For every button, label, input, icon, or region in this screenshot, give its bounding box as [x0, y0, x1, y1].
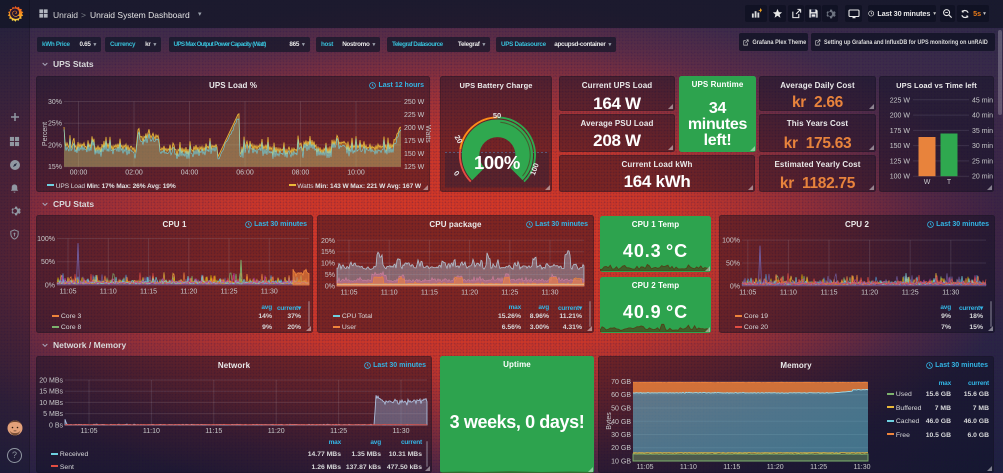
- svg-text:11:10: 11:10: [100, 289, 117, 296]
- svg-text:5 MBs: 5 MBs: [43, 411, 63, 418]
- svg-text:11:15: 11:15: [205, 428, 222, 435]
- svg-text:5%: 5%: [325, 272, 335, 279]
- svg-text:0%: 0%: [325, 283, 335, 290]
- svg-text:11:20: 11:20: [461, 290, 478, 297]
- svg-text:W: W: [924, 179, 931, 186]
- svg-text:200 W: 200 W: [404, 125, 425, 132]
- svg-text:00:00: 00:00: [70, 170, 88, 177]
- svg-text:11:15: 11:15: [140, 289, 157, 296]
- svg-text:11:05: 11:05: [81, 428, 98, 435]
- svg-text:11:30: 11:30: [261, 289, 278, 296]
- svg-text:11:15: 11:15: [723, 464, 740, 471]
- svg-text:11:15: 11:15: [421, 290, 438, 297]
- svg-text:11:30: 11:30: [942, 290, 959, 297]
- svg-text:125 W: 125 W: [404, 164, 425, 171]
- svg-text:20 GB: 20 GB: [611, 445, 631, 452]
- svg-text:50%: 50%: [726, 261, 740, 268]
- svg-text:02:00: 02:00: [125, 170, 143, 177]
- svg-text:11:20: 11:20: [861, 290, 878, 297]
- svg-text:175 W: 175 W: [404, 138, 425, 145]
- svg-text:11:20: 11:20: [180, 289, 197, 296]
- svg-text:10:00: 10:00: [347, 170, 365, 177]
- svg-text:25%: 25%: [48, 121, 62, 128]
- svg-text:11:05: 11:05: [60, 289, 77, 296]
- svg-text:Percent: Percent: [42, 122, 49, 146]
- svg-text:11:30: 11:30: [393, 428, 410, 435]
- svg-text:50: 50: [493, 111, 501, 120]
- svg-text:06:00: 06:00: [236, 170, 254, 177]
- svg-text:30%: 30%: [48, 99, 62, 106]
- svg-text:125 W: 125 W: [890, 158, 911, 165]
- svg-text:100%: 100%: [722, 238, 740, 245]
- svg-text:20 min: 20 min: [972, 174, 993, 181]
- svg-text:50%: 50%: [41, 259, 55, 266]
- svg-text:Watts: Watts: [424, 125, 431, 143]
- svg-text:11:30: 11:30: [542, 290, 559, 297]
- svg-text:11:25: 11:25: [221, 289, 238, 296]
- svg-text:70 GB: 70 GB: [611, 379, 631, 386]
- svg-text:0 Bs: 0 Bs: [49, 422, 64, 429]
- svg-text:40 GB: 40 GB: [611, 419, 631, 426]
- svg-text:10%: 10%: [321, 261, 335, 268]
- svg-text:11:10: 11:10: [780, 290, 797, 297]
- svg-text:0: 0: [452, 169, 461, 178]
- svg-text:20%: 20%: [48, 142, 62, 149]
- svg-text:100: 100: [528, 162, 541, 177]
- svg-text:10 GB: 10 GB: [611, 459, 631, 466]
- svg-text:25 min: 25 min: [972, 158, 993, 165]
- svg-text:T: T: [947, 179, 952, 186]
- svg-text:40 min: 40 min: [972, 113, 993, 120]
- svg-text:11:20: 11:20: [767, 464, 784, 471]
- svg-text:11:15: 11:15: [821, 290, 838, 297]
- svg-text:11:20: 11:20: [268, 428, 285, 435]
- svg-text:20%: 20%: [321, 238, 335, 245]
- svg-text:11:05: 11:05: [739, 290, 756, 297]
- svg-text:150 W: 150 W: [890, 143, 911, 150]
- svg-text:60 GB: 60 GB: [611, 392, 631, 399]
- svg-text:11:25: 11:25: [902, 290, 919, 297]
- svg-text:200 W: 200 W: [890, 113, 911, 120]
- svg-text:150 W: 150 W: [404, 151, 425, 158]
- svg-text:0%: 0%: [730, 283, 740, 290]
- svg-text:15%: 15%: [48, 164, 62, 171]
- svg-text:30 min: 30 min: [972, 143, 993, 150]
- svg-text:11:25: 11:25: [330, 428, 347, 435]
- svg-text:30 GB: 30 GB: [611, 432, 631, 439]
- svg-text:11:05: 11:05: [637, 464, 654, 471]
- svg-text:11:10: 11:10: [381, 290, 398, 297]
- svg-text:20 MBs: 20 MBs: [39, 378, 63, 385]
- svg-text:225 W: 225 W: [890, 97, 911, 104]
- svg-text:50 GB: 50 GB: [611, 406, 631, 413]
- svg-text:11:30: 11:30: [854, 464, 871, 471]
- svg-text:225 W: 225 W: [404, 112, 425, 119]
- svg-text:20: 20: [453, 133, 465, 145]
- svg-text:10 MBs: 10 MBs: [39, 400, 63, 407]
- svg-text:11:05: 11:05: [341, 290, 358, 297]
- svg-text:11:10: 11:10: [680, 464, 697, 471]
- svg-text:15%: 15%: [321, 249, 335, 256]
- svg-text:15 MBs: 15 MBs: [39, 389, 63, 396]
- svg-text:08:00: 08:00: [292, 170, 310, 177]
- svg-text:45 min: 45 min: [972, 97, 993, 104]
- svg-text:11:25: 11:25: [501, 290, 518, 297]
- svg-text:35 min: 35 min: [972, 128, 993, 135]
- svg-text:0%: 0%: [45, 283, 55, 290]
- svg-text:11:10: 11:10: [143, 428, 160, 435]
- svg-text:175 W: 175 W: [890, 128, 911, 135]
- svg-text:Bytes: Bytes: [606, 412, 613, 430]
- svg-text:250 W: 250 W: [404, 99, 425, 106]
- svg-text:100 W: 100 W: [890, 174, 911, 181]
- svg-text:04:00: 04:00: [181, 170, 199, 177]
- svg-text:100%: 100%: [37, 236, 55, 243]
- svg-text:11:25: 11:25: [810, 464, 827, 471]
